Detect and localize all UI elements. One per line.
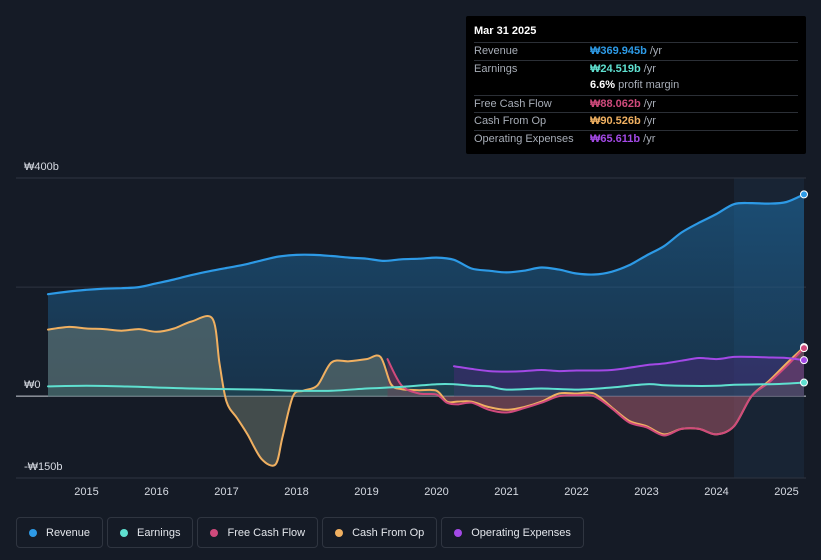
free-cash-flow-area	[387, 348, 804, 436]
x-tick-label: 2021	[494, 486, 518, 498]
tooltip-row-earnings: Earnings ₩24.519b /yr	[474, 59, 798, 78]
x-tick-label: 2020	[424, 486, 448, 498]
operating-expenses-dot-icon	[454, 528, 463, 537]
x-axis: 2015 2016 2017 2018 2019 2020 2021 2022 2023 2024…	[74, 486, 798, 498]
free-cash-flow-line	[386, 347, 805, 437]
tooltip-label: Cash From Op	[474, 115, 547, 127]
legend-item-cash-from-op[interactable]: Cash From Op	[322, 517, 438, 548]
legend-label: Operating Expenses	[471, 526, 571, 539]
x-tick-label: 2024	[704, 486, 728, 498]
x-tick-label: 2018	[284, 486, 308, 498]
y-tick-label: -₩150b	[24, 461, 63, 473]
legend-item-free-cash-flow[interactable]: Free Cash Flow	[197, 517, 319, 548]
tooltip-unit: /yr	[649, 45, 663, 57]
tooltip-unit: /yr	[643, 132, 656, 145]
tooltip-row-free-cash-flow: Free Cash Flow ₩88.062b /yr	[474, 94, 798, 113]
free-cash-flow-dot-icon	[210, 528, 219, 537]
legend-item-revenue[interactable]: Revenue	[16, 517, 104, 548]
series-end-markers	[800, 190, 808, 387]
x-tick-label: 2019	[354, 486, 378, 498]
series-lines	[46, 193, 806, 467]
tooltip-value: 6.6%	[590, 79, 616, 91]
earnings-end-point	[800, 378, 808, 387]
tooltip-unit: /yr	[643, 97, 656, 110]
x-tick-label: 2017	[214, 486, 238, 498]
tooltip-row-cash-from-op: Cash From Op ₩90.526b /yr	[474, 112, 798, 130]
revenue-end-point	[800, 190, 808, 199]
tooltip-value: ₩24.519b	[590, 62, 641, 75]
tooltip-label: Revenue	[474, 45, 519, 57]
y-tick-label: ₩400b	[24, 161, 59, 173]
revenue-line	[46, 193, 806, 296]
earnings-line	[47, 381, 805, 392]
tooltip-unit: profit margin	[618, 79, 680, 91]
tooltip-value: ₩65.611b	[590, 132, 641, 145]
tooltip-label: Earnings	[474, 62, 518, 75]
x-tick-label: 2023	[634, 486, 658, 498]
legend-label: Earnings	[137, 526, 181, 539]
x-tick-label: 2015	[74, 486, 98, 498]
tooltip-value: ₩90.526b	[590, 115, 641, 127]
y-tick-label: ₩0	[24, 379, 41, 391]
series-areas	[48, 194, 804, 466]
tooltip-value: ₩88.062b	[590, 97, 641, 110]
cash-from-op-dot-icon	[335, 528, 344, 537]
legend-item-operating-expenses[interactable]: Operating Expenses	[441, 517, 584, 548]
legend-label: Cash From Op	[352, 526, 425, 539]
x-tick-label: 2022	[564, 486, 588, 498]
legend-item-earnings[interactable]: Earnings	[107, 517, 194, 548]
operating-expenses-end-point	[800, 356, 808, 365]
x-tick-label: 2016	[144, 486, 168, 498]
legend-label: Revenue	[46, 526, 91, 539]
free-cash-flow-end-point	[800, 344, 808, 353]
legend-label: Free Cash Flow	[227, 526, 306, 539]
revenue-area	[48, 194, 804, 397]
tooltip-label: Free Cash Flow	[474, 97, 552, 110]
tooltip-row-revenue: Revenue ₩369.945b /yr	[474, 42, 798, 60]
y-axis: ₩400b ₩0 -₩150b	[24, 161, 63, 473]
earnings-dot-icon	[120, 528, 129, 537]
tooltip-row-profit-margin: 6.6% profit margin	[474, 77, 798, 95]
revenue-dot-icon	[29, 528, 37, 537]
tooltip-date: Mar 31 2025	[474, 25, 537, 37]
tooltip-row-operating-expenses: Operating Expenses ₩65.611b /yr	[474, 129, 798, 148]
x-tick-label: 2025	[774, 486, 798, 498]
operating-expenses-line	[453, 355, 805, 373]
chart-legend: Revenue Earnings Free Cash Flow Cash Fro…	[16, 517, 584, 548]
tooltip-label	[474, 77, 590, 95]
tooltip-label: Operating Expenses	[474, 132, 574, 145]
tooltip-unit: /yr	[643, 115, 656, 127]
tooltip-unit: /yr	[643, 62, 656, 75]
data-tooltip: Mar 31 2025 Revenue ₩369.945b /yr Earnin…	[466, 16, 806, 154]
tooltip-value: ₩369.945b	[590, 45, 647, 57]
